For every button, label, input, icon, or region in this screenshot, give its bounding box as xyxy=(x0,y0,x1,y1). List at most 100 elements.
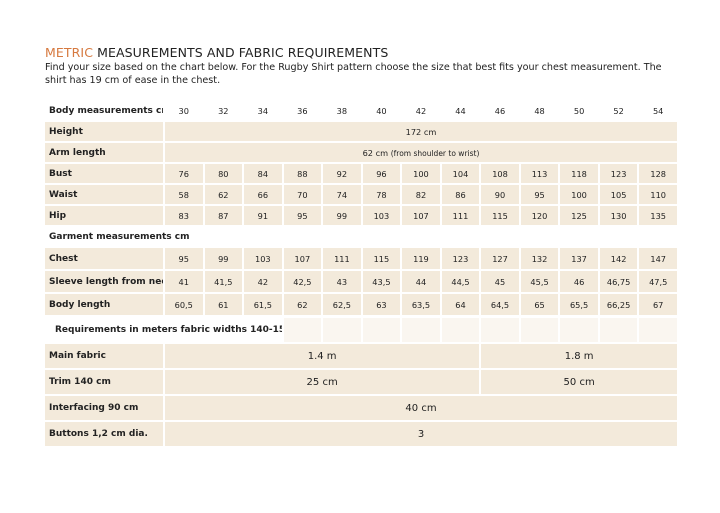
row-label: Interfacing 90 cm xyxy=(45,396,163,420)
row-label: Bust xyxy=(45,164,163,183)
value: 172 cm xyxy=(405,126,437,137)
value: 62 cm xyxy=(362,147,389,158)
cell: 70 xyxy=(283,185,322,204)
cell: 82 xyxy=(402,185,440,204)
cell: 110 xyxy=(639,185,677,204)
cell: 115 xyxy=(481,206,519,225)
cell: 95 xyxy=(283,206,322,225)
cell: 76 xyxy=(165,164,203,183)
cell: 45 xyxy=(481,271,519,292)
cell: 62 cm (from shoulder to wrist) xyxy=(165,143,677,162)
cell: 107 xyxy=(283,248,322,269)
cell: 61,5 xyxy=(244,294,282,315)
row-label: Sleeve length from neck xyxy=(45,271,163,292)
cell: 78 xyxy=(362,185,401,204)
row-label: Main fabric xyxy=(45,344,163,368)
title: METRIC MEASUREMENTS AND FABRIC REQUIREME… xyxy=(45,45,388,60)
cell: 66,25 xyxy=(599,294,638,315)
size: 48 xyxy=(520,102,559,120)
cell: 62 xyxy=(283,294,322,315)
size: 34 xyxy=(244,102,282,120)
cell: 46 xyxy=(560,271,598,292)
size: 44 xyxy=(441,102,480,120)
cell: 119 xyxy=(402,248,440,269)
cell: 115 xyxy=(362,248,401,269)
cell: 95 xyxy=(165,248,203,269)
header-label: Body measurements cm xyxy=(45,102,163,120)
cell: 118 xyxy=(560,164,598,183)
cell: 60,5 xyxy=(165,294,203,315)
row: Main fabric 1.4 m 1.8 m xyxy=(45,344,677,368)
cell: 120 xyxy=(520,206,559,225)
row-label: Body length xyxy=(45,294,163,315)
cell: 44 xyxy=(402,271,440,292)
cell: 99 xyxy=(204,248,243,269)
intro: Find your size based on the chart below.… xyxy=(45,62,662,86)
cell: 25 cm xyxy=(165,370,480,394)
cell: 90 xyxy=(481,185,519,204)
cell: 67 xyxy=(639,294,677,315)
cell: 74 xyxy=(323,185,361,204)
cell: 42,5 xyxy=(283,271,322,292)
size: 40 xyxy=(362,102,401,120)
cell: 91 xyxy=(244,206,282,225)
blank xyxy=(283,318,322,342)
row: Requirements in meters fabric widths 140… xyxy=(45,318,677,342)
cell: 135 xyxy=(639,206,677,225)
size: 36 xyxy=(283,102,322,120)
row: Body length 60,5 61 61,5 62 62,5 63 63,5 64 64,5 6… xyxy=(45,294,677,315)
cell: 108 xyxy=(481,164,519,183)
cell: 41 xyxy=(165,271,203,292)
cell: 1.8 m xyxy=(481,344,677,368)
blank xyxy=(323,318,361,342)
title-rest: MEASUREMENTS AND FABRIC REQUIREMENTS xyxy=(97,45,389,60)
blank xyxy=(402,318,440,342)
cell: 47,5 xyxy=(639,271,677,292)
cell: 44,5 xyxy=(441,271,480,292)
cell: 83 xyxy=(165,206,203,225)
cell: 80 xyxy=(204,164,243,183)
row-label: Chest xyxy=(45,248,163,269)
cell: 62,5 xyxy=(323,294,361,315)
cell: 142 xyxy=(599,248,638,269)
cell: 43 xyxy=(323,271,361,292)
cell: 128 xyxy=(639,164,677,183)
size: 32 xyxy=(204,102,243,120)
row-label: Buttons 1,2 cm dia. xyxy=(45,422,163,446)
cell: 100 xyxy=(402,164,440,183)
size: 42 xyxy=(402,102,440,120)
cell: 105 xyxy=(599,185,638,204)
row-label: Waist xyxy=(45,185,163,204)
cell: 123 xyxy=(441,248,480,269)
cell: 137 xyxy=(560,248,598,269)
cell: 103 xyxy=(362,206,401,225)
cell: 41,5 xyxy=(204,271,243,292)
size: 38 xyxy=(323,102,361,120)
size: 54 xyxy=(639,102,677,120)
row: Body measurements cm 30 32 34 36 38 40 42 44 46 48… xyxy=(45,102,677,120)
size: 46 xyxy=(481,102,519,120)
cell: 125 xyxy=(560,206,598,225)
blank xyxy=(520,318,559,342)
cell: 45,5 xyxy=(520,271,559,292)
cell: 46,75 xyxy=(599,271,638,292)
title-highlight: METRIC xyxy=(45,45,94,60)
cell: 88 xyxy=(283,164,322,183)
row: Hip 83 87 91 95 99 103 107 111 115 120 125 130 135 xyxy=(45,206,677,225)
row: Chest 95 99 103 107 111 115 119 123 127 132 137 142 1… xyxy=(45,248,677,269)
row: Bust 76 80 84 88 92 96 100 104 108 113 118 123 128 xyxy=(45,164,677,183)
row: Height 172 cm xyxy=(45,122,677,141)
cell: 111 xyxy=(441,206,480,225)
cell: 95 xyxy=(520,185,559,204)
cell: 65,5 xyxy=(560,294,598,315)
row-label: Height xyxy=(45,122,163,141)
cell: 50 cm xyxy=(481,370,677,394)
cell: 130 xyxy=(599,206,638,225)
cell: 104 xyxy=(441,164,480,183)
note: (from shoulder to wrist) xyxy=(390,148,480,158)
cell: 63 xyxy=(362,294,401,315)
size: 30 xyxy=(165,102,203,120)
cell: 84 xyxy=(244,164,282,183)
size: 50 xyxy=(560,102,598,120)
cell: 147 xyxy=(639,248,677,269)
